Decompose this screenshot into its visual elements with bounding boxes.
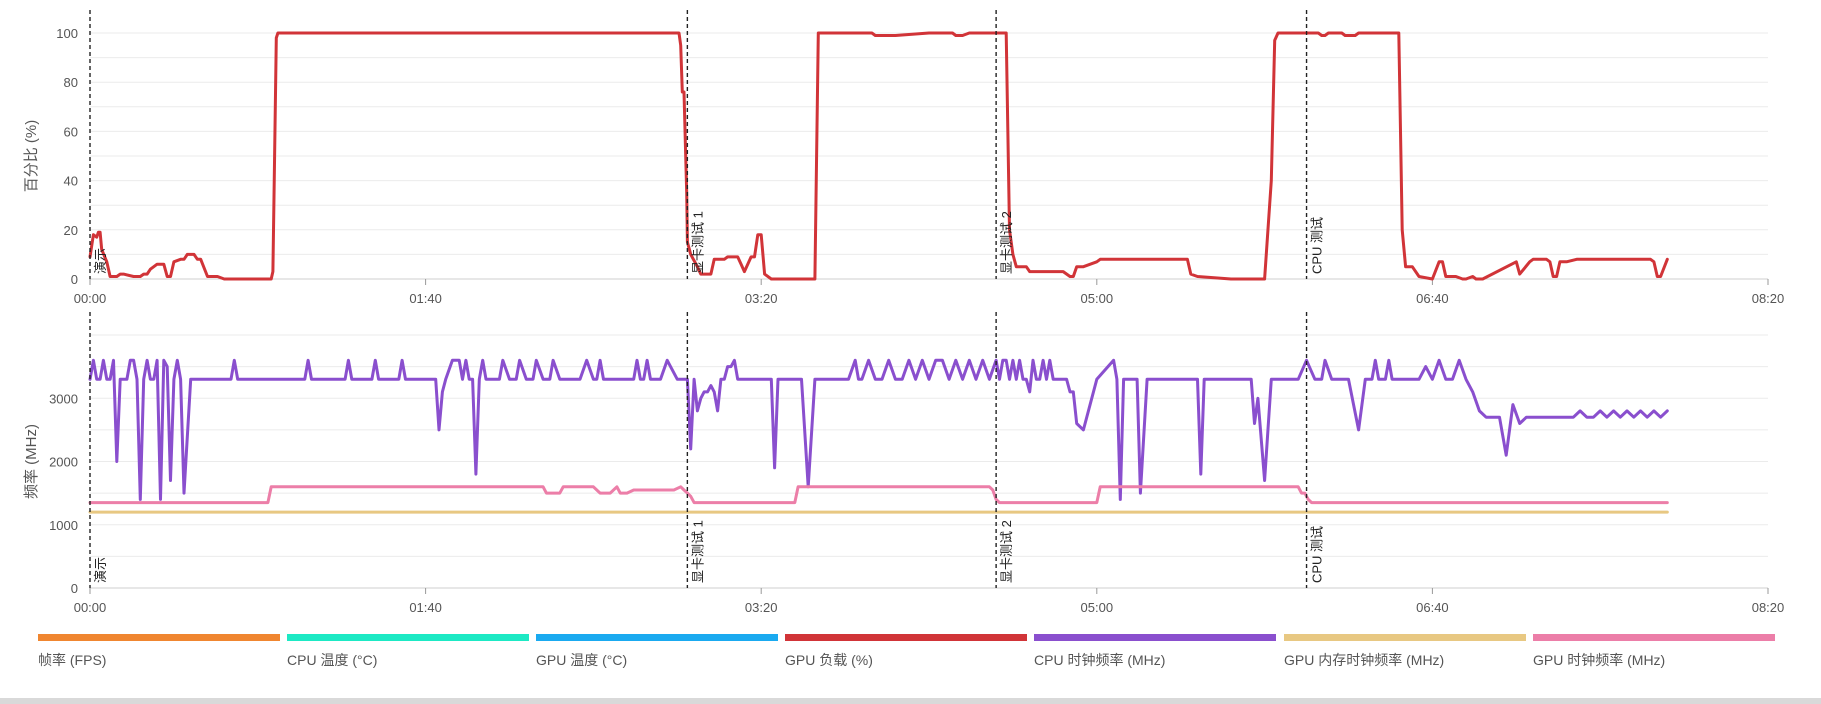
legend-item-gpu-mem-clock[interactable]: GPU 内存时钟频率 (MHz) (1284, 634, 1526, 670)
x-tick-label: 08:20 (1752, 291, 1785, 306)
x-tick-label: 06:40 (1416, 600, 1449, 615)
event-marker-label: 演示 (93, 248, 108, 274)
event-marker-label: 显卡测试 2 (999, 211, 1014, 274)
y-tick-label: 40 (64, 174, 78, 189)
legend-swatch (1533, 634, 1775, 641)
legend-label: GPU 内存时钟频率 (MHz) (1284, 652, 1445, 668)
legend-item-cpu-temp[interactable]: CPU 温度 (°C) (287, 634, 529, 670)
legend-label: 帧率 (FPS) (38, 652, 107, 668)
legend-item-gpu-temp[interactable]: GPU 温度 (°C) (536, 634, 778, 670)
legend-label: CPU 温度 (°C) (287, 652, 378, 668)
series-line (88, 358, 1669, 501)
legend-label: GPU 温度 (°C) (536, 652, 628, 668)
frequency-chart: 0 1000 2000 3000 频率 (MHz) 00:00 01:40 03:20 05:0… (23, 312, 1784, 615)
series-line (88, 485, 1669, 505)
y-tick-label: 20 (64, 223, 78, 238)
event-marker-label: 显卡测试 1 (690, 520, 705, 583)
x-tick-label: 05:00 (1081, 600, 1114, 615)
legend-swatch (1034, 634, 1276, 641)
y-tick-label: 2000 (49, 455, 78, 470)
legend-swatch (38, 634, 280, 641)
legend: 帧率 (FPS) CPU 温度 (°C) GPU 温度 (°C) GPU 负载 … (0, 634, 1821, 684)
y-tick-label: 3000 (49, 391, 78, 406)
y-tick-label: 60 (64, 124, 78, 139)
legend-item-fps[interactable]: 帧率 (FPS) (38, 634, 280, 670)
x-tick-label: 03:20 (745, 600, 778, 615)
y-tick-label: 1000 (49, 518, 78, 533)
x-tick-label: 00:00 (74, 291, 107, 306)
event-marker-label: 显卡测试 2 (999, 520, 1014, 583)
legend-item-gpu-clock[interactable]: GPU 时钟频率 (MHz) (1533, 634, 1775, 670)
legend-swatch (536, 634, 778, 641)
event-marker-label: CPU 测试 (1310, 217, 1325, 274)
x-tick-label: 05:00 (1081, 291, 1114, 306)
event-marker-label: 演示 (93, 557, 108, 583)
event-marker-label: 显卡测试 1 (690, 211, 705, 274)
legend-swatch (287, 634, 529, 641)
gpu-load-chart: 0 20 40 60 80 100 百分比 (%) 00:00 01:40 03:20 05:00 0… (23, 10, 1784, 306)
legend-item-cpu-clock[interactable]: CPU 时钟频率 (MHz) (1034, 634, 1276, 670)
legend-label: GPU 时钟频率 (MHz) (1533, 652, 1666, 668)
x-tick-label: 03:20 (745, 291, 778, 306)
x-tick-label: 01:40 (409, 291, 442, 306)
event-marker-label: CPU 测试 (1310, 526, 1325, 583)
y-axis-label: 百分比 (%) (23, 120, 40, 193)
bottom-scrollbar[interactable] (0, 698, 1821, 704)
y-tick-label: 80 (64, 75, 78, 90)
x-tick-label: 01:40 (409, 600, 442, 615)
legend-swatch (1284, 634, 1526, 641)
legend-item-gpu-load[interactable]: GPU 负载 (%) (785, 634, 1027, 670)
legend-label: GPU 负载 (%) (785, 652, 873, 668)
y-axis-label: 频率 (MHz) (23, 424, 40, 499)
legend-swatch (785, 634, 1027, 641)
series-line (88, 31, 1669, 281)
x-tick-label: 08:20 (1752, 600, 1785, 615)
legend-label: CPU 时钟频率 (MHz) (1034, 652, 1166, 668)
y-tick-label: 0 (71, 272, 78, 287)
y-tick-label: 100 (56, 26, 78, 41)
x-tick-label: 00:00 (74, 600, 107, 615)
y-tick-label: 0 (71, 581, 78, 596)
x-tick-label: 06:40 (1416, 291, 1449, 306)
